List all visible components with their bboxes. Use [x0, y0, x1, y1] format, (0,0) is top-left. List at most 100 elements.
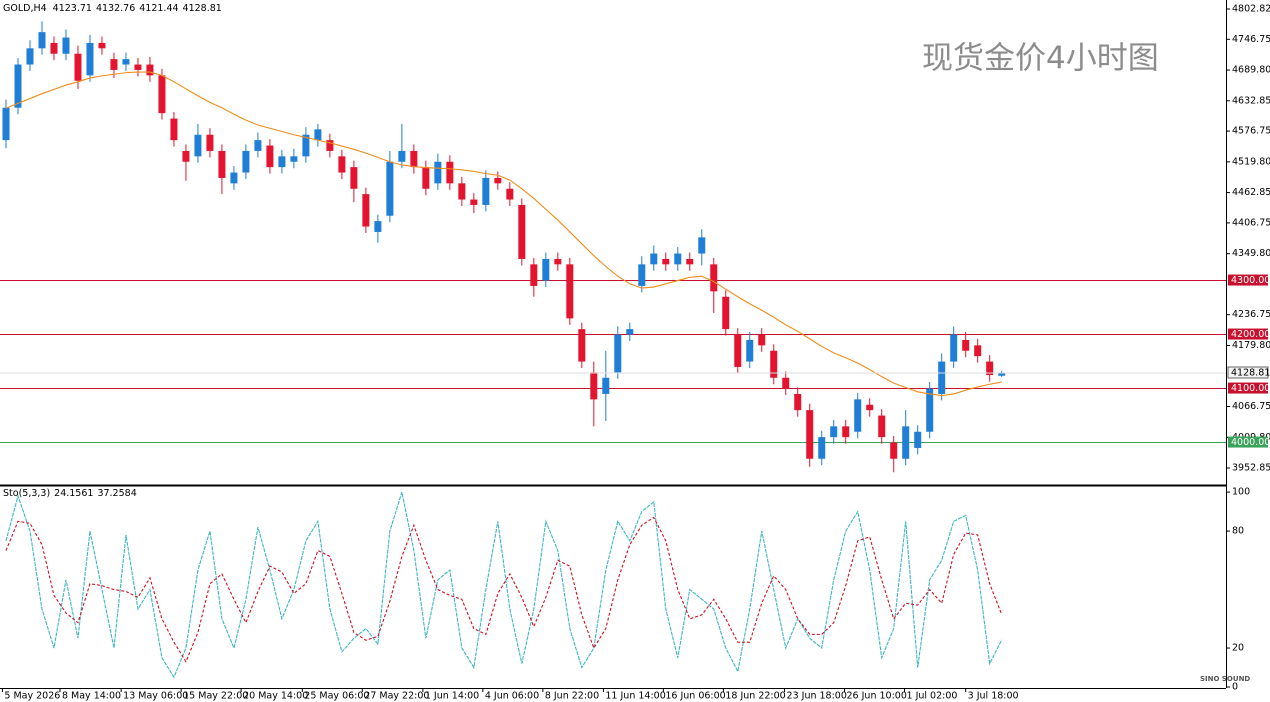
candle-body — [14, 64, 22, 108]
stoch-header: Sto(5,3,3) 24.1561 37.2584 — [3, 488, 137, 499]
x-tick-label: 16 Jun 06:00 — [665, 691, 725, 702]
candle-body — [398, 150, 406, 162]
candle-body — [374, 221, 382, 232]
candle-body — [890, 442, 898, 459]
y-tick-label: 100 — [1232, 487, 1250, 498]
candle-body — [50, 42, 58, 54]
candle-body — [326, 140, 334, 151]
candle-body — [242, 150, 250, 173]
last-low: 4121.44 — [139, 3, 178, 14]
candle-body — [98, 42, 106, 49]
series-line — [5, 71, 1002, 397]
candle-body — [674, 253, 682, 265]
candle-body — [494, 177, 502, 184]
y-tick-label: 4519.80 — [1232, 156, 1270, 167]
candle-body — [554, 258, 562, 265]
candle-body — [362, 194, 370, 227]
candle-body — [446, 161, 454, 184]
level-label-box — [1228, 436, 1268, 448]
x-tick-label: 23 Jun 18:00 — [787, 691, 847, 702]
level-label: 4200.00 — [1231, 329, 1270, 340]
last-open: 4123.71 — [53, 3, 92, 14]
candle-body — [878, 415, 886, 438]
candle-body — [866, 404, 874, 411]
y-tick-label: 4746.75 — [1232, 34, 1270, 45]
last-close: 4128.81 — [183, 3, 222, 14]
candle-body — [650, 253, 658, 265]
candle-body — [2, 107, 10, 141]
y-tick-label: 4406.75 — [1232, 217, 1270, 228]
candle-body — [194, 134, 202, 157]
candle-body — [722, 296, 730, 330]
candle-body — [158, 75, 166, 114]
y-tick-label: 4236.75 — [1232, 309, 1270, 320]
x-tick-label: 26 Jun 10:00 — [847, 691, 907, 702]
y-tick-label: 3952.85 — [1232, 463, 1270, 474]
candle-body — [434, 161, 442, 184]
candle-body — [110, 59, 118, 70]
candle-body — [254, 140, 262, 151]
candle-body — [758, 334, 766, 346]
level-label-box — [1228, 274, 1268, 286]
candle-body — [770, 350, 778, 378]
candle-body — [350, 167, 358, 189]
candle-body — [842, 426, 850, 438]
x-tick-label: 20 May 14:00 — [243, 691, 308, 702]
last-price-box — [1227, 366, 1269, 379]
candle-body — [530, 264, 538, 286]
candle-body — [470, 199, 478, 205]
candle-body — [590, 372, 598, 400]
candle-body — [302, 134, 310, 157]
candle-body — [602, 377, 610, 394]
candle-body — [230, 172, 238, 184]
candle-body — [86, 42, 94, 76]
y-tick-label: 0 — [1232, 682, 1238, 693]
chart-title: 现货金价4小时图 — [922, 41, 1159, 77]
candle-body — [182, 150, 190, 162]
x-tick-label: 8 Jun 22:00 — [545, 691, 599, 702]
y-tick-label: 4349.80 — [1232, 248, 1270, 259]
level-label-box — [1228, 382, 1268, 394]
y-tick-label: 4689.80 — [1232, 65, 1270, 76]
candle-body — [578, 329, 586, 362]
x-tick-label: 1 Jun 14:00 — [425, 691, 479, 702]
candle-body — [854, 399, 862, 432]
candle-body — [314, 129, 322, 141]
last-price-label: 4128.81 — [1231, 367, 1270, 378]
candle-body — [134, 64, 142, 70]
level-label: 4300.00 — [1231, 275, 1270, 286]
y-tick-label: 4632.85 — [1232, 95, 1270, 106]
x-tick-label: 18 Jun 22:00 — [725, 691, 785, 702]
candle-body — [206, 134, 214, 151]
level-label: 4000.00 — [1231, 437, 1270, 448]
candle-body — [734, 334, 742, 367]
candle-body — [638, 264, 646, 286]
candle-body — [338, 156, 346, 173]
price-header: GOLD,H4 4123.71 4132.76 4121.44 4128.81 — [3, 3, 222, 14]
candle-body — [746, 339, 754, 362]
candle-body — [974, 345, 982, 357]
x-tick-label: 11 Jun 14:00 — [605, 691, 665, 702]
candle-body — [410, 150, 418, 168]
candle-body — [122, 59, 130, 65]
candle-body — [794, 393, 802, 411]
series-line — [5, 516, 1003, 663]
y-tick-label: 4179.80 — [1232, 340, 1270, 351]
candle-body — [62, 37, 70, 54]
y-tick-label: 4576.75 — [1232, 126, 1270, 137]
candle-body — [818, 437, 826, 459]
candle-body — [614, 334, 622, 373]
y-tick-label: 20 — [1232, 643, 1244, 654]
x-tick-label: 25 May 06:00 — [304, 691, 369, 702]
candle-body — [506, 188, 514, 200]
x-tick-label: 27 May 22:00 — [364, 691, 429, 702]
stoch-k: 24.1561 — [54, 488, 93, 499]
x-tick-label: 8 May 14:00 — [62, 691, 121, 702]
x-tick-label: 3 Jul 18:00 — [968, 691, 1019, 702]
y-tick-label: 4462.85 — [1232, 187, 1270, 198]
candle-body — [542, 258, 550, 281]
level-label: 4100.00 — [1231, 383, 1270, 394]
candle-body — [218, 150, 226, 178]
